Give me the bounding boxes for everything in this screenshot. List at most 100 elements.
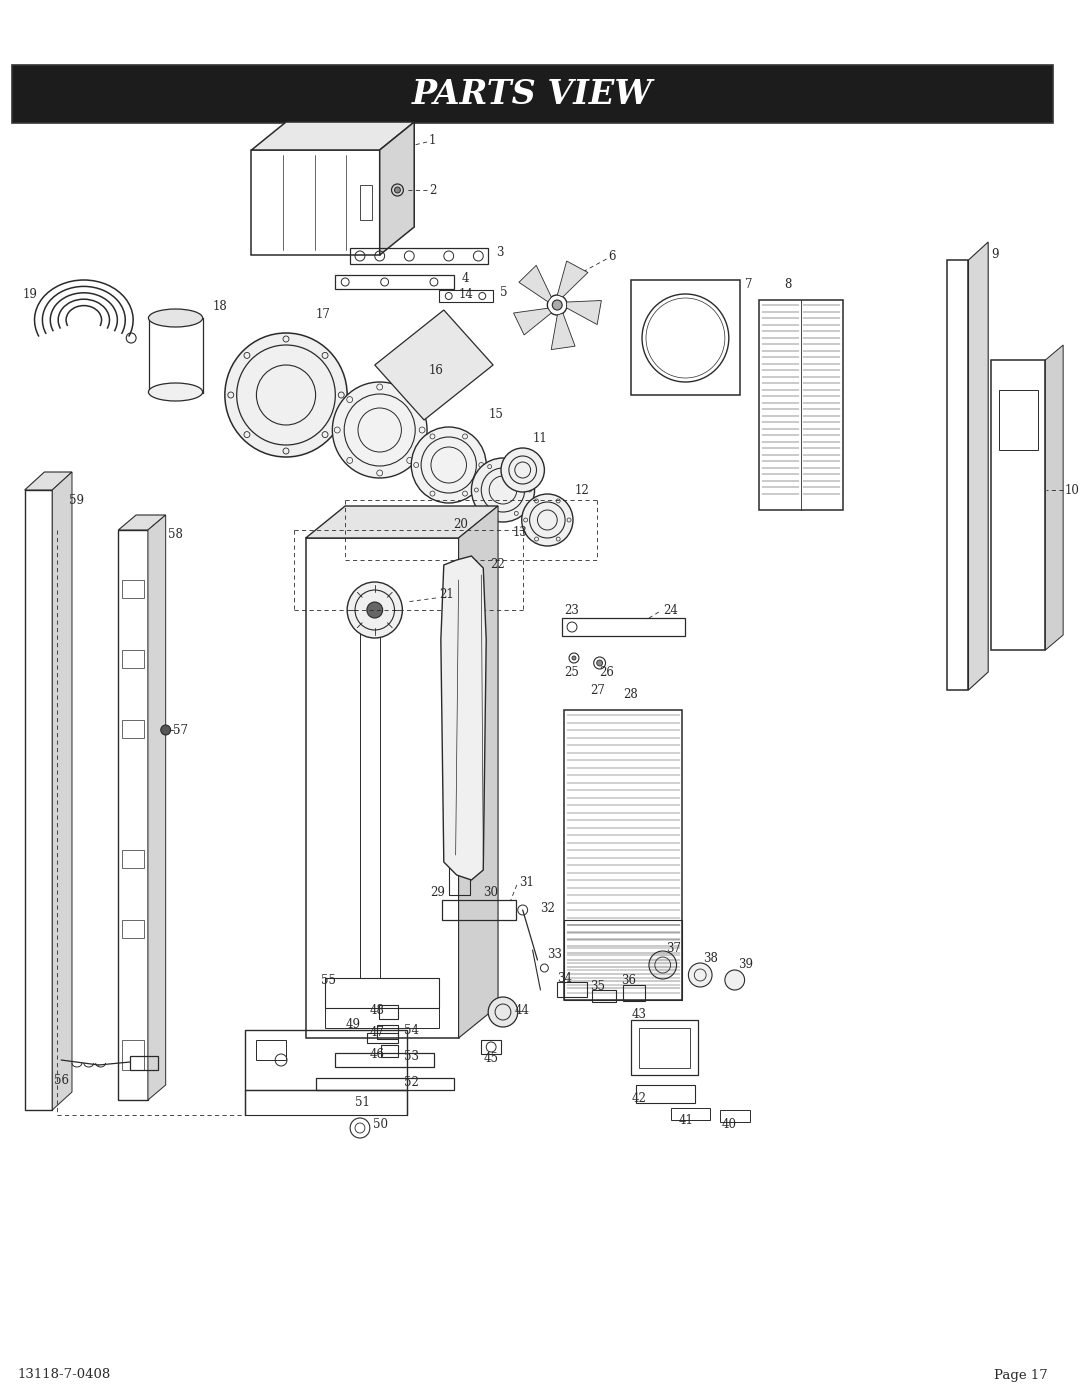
Polygon shape [459,506,498,1038]
Polygon shape [551,313,575,349]
Polygon shape [375,310,494,420]
Text: PARTS VIEW: PARTS VIEW [413,77,653,110]
Polygon shape [52,472,72,1111]
Text: 55: 55 [321,974,336,986]
Bar [991,360,1045,650]
Text: 40: 40 [721,1118,737,1130]
Bar [325,978,438,1028]
Circle shape [725,970,744,990]
Text: 8: 8 [784,278,792,292]
Bar [122,580,144,598]
Text: 51: 51 [355,1097,370,1109]
Polygon shape [557,261,588,296]
Text: 41: 41 [678,1113,693,1126]
Text: 22: 22 [490,559,505,571]
Circle shape [333,381,427,478]
Bar [256,1039,286,1060]
Text: 45: 45 [483,1052,498,1065]
Polygon shape [1045,345,1063,650]
Bar [335,275,454,289]
Bar [122,849,144,868]
Text: 5: 5 [500,286,508,299]
Bar [442,900,516,921]
Bar [315,1078,454,1090]
Text: 11: 11 [532,432,548,444]
Text: 32: 32 [540,901,555,915]
Polygon shape [969,242,988,690]
Ellipse shape [148,383,203,401]
Bar [631,1020,699,1076]
Bar [360,617,380,978]
Text: 54: 54 [404,1024,419,1038]
Text: 27: 27 [590,683,605,697]
Bar [631,279,740,395]
Polygon shape [514,309,551,335]
Text: 35: 35 [590,979,605,992]
Circle shape [649,951,676,979]
Bar [592,990,617,1002]
Bar [122,921,144,937]
Text: 58: 58 [167,528,183,542]
Text: Page 17: Page 17 [994,1369,1048,1382]
Polygon shape [380,122,415,256]
Bar [306,538,459,1038]
Polygon shape [306,506,498,538]
Bar [947,260,969,690]
Bar [119,529,148,1099]
Text: 43: 43 [631,1009,646,1021]
Text: 13118-7-0408: 13118-7-0408 [17,1369,111,1382]
Circle shape [488,997,517,1027]
Text: 30: 30 [483,886,498,898]
Text: 9: 9 [991,249,999,261]
Text: 34: 34 [557,971,572,985]
Text: 18: 18 [213,300,228,313]
Bar [25,490,52,1111]
Text: 24: 24 [663,604,677,616]
Circle shape [411,427,486,503]
Bar [244,1090,407,1115]
Text: 48: 48 [369,1003,384,1017]
Text: 33: 33 [548,949,563,961]
Bar [131,1056,158,1070]
Bar [350,249,488,264]
Bar [325,978,438,1009]
Text: 26: 26 [599,665,615,679]
Bar [720,1111,750,1122]
Bar [671,1108,710,1120]
Bar [999,390,1038,450]
Bar [639,1028,690,1067]
Circle shape [501,448,544,492]
Bar [623,985,645,1002]
Text: 29: 29 [430,886,445,898]
Bar [636,1085,696,1104]
Text: 46: 46 [369,1049,384,1062]
Text: 19: 19 [23,289,38,302]
Text: 3: 3 [496,246,503,258]
Text: 15: 15 [488,408,503,422]
Circle shape [367,602,382,617]
Bar [482,1039,501,1053]
Bar [122,650,144,668]
Bar [122,1039,144,1070]
Text: 36: 36 [621,974,636,986]
Text: 10: 10 [1065,483,1080,496]
Text: 17: 17 [315,309,330,321]
Circle shape [552,300,563,310]
Bar [377,1025,399,1039]
Text: 59: 59 [69,493,84,507]
Text: 49: 49 [346,1018,360,1031]
Bar [335,1053,434,1067]
Circle shape [688,963,712,988]
Circle shape [596,659,603,666]
Bar [149,319,203,393]
Bar [448,861,471,895]
Ellipse shape [148,309,203,327]
Text: 31: 31 [518,876,534,888]
Circle shape [161,725,171,735]
Text: 20: 20 [454,518,469,531]
Circle shape [471,458,535,522]
Text: 7: 7 [744,278,752,292]
Bar [380,1045,399,1058]
Bar [367,1032,399,1044]
Bar [12,66,1053,123]
